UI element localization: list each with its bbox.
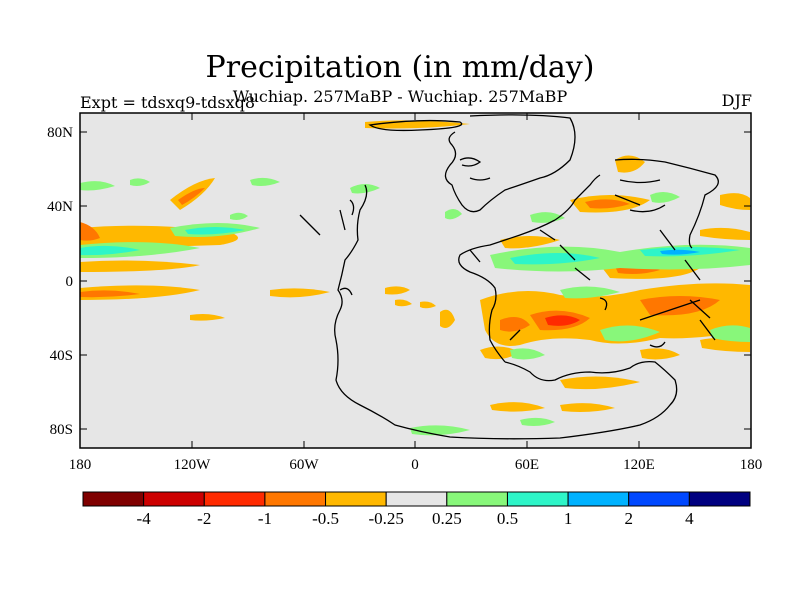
colorbar-label: -0.5 bbox=[312, 509, 339, 528]
x-tick-label: 180 bbox=[740, 457, 763, 473]
x-tick-label: 0 bbox=[411, 457, 419, 473]
chart-title: Precipitation (in mm/day) bbox=[205, 50, 595, 85]
colorbar-label: -1 bbox=[258, 509, 272, 528]
colorbar-swatch bbox=[567, 491, 630, 507]
colorbar-label: 1 bbox=[564, 509, 573, 528]
colorbar-swatch bbox=[203, 491, 266, 507]
colorbar-label: -0.25 bbox=[368, 509, 403, 528]
precip-field bbox=[80, 120, 750, 436]
coastlines bbox=[299, 114, 719, 440]
colorbar-swatch bbox=[82, 491, 145, 507]
y-tick-label: 80N bbox=[47, 125, 73, 141]
colorbar-label: 0.5 bbox=[497, 509, 518, 528]
y-tick-label: 0 bbox=[66, 274, 74, 290]
colorbar-label: -2 bbox=[197, 509, 211, 528]
colorbar-swatch bbox=[264, 491, 327, 507]
colorbar-label: 2 bbox=[624, 509, 633, 528]
colorbar-swatch bbox=[143, 491, 205, 507]
chart-subtitle: Wuchiap. 257MaBP - Wuchiap. 257MaBP bbox=[232, 87, 568, 106]
map-background bbox=[80, 113, 751, 448]
x-tick-label: 60E bbox=[515, 457, 539, 473]
colorbar-swatch bbox=[385, 491, 448, 507]
colorbar-swatch bbox=[688, 491, 751, 507]
colorbar-swatch bbox=[506, 491, 569, 507]
colorbar-swatch bbox=[446, 491, 508, 507]
x-tick-label: 120W bbox=[174, 457, 212, 473]
colorbar: -4 -2 -1 -0.5 -0.25 0.25 0.5 1 2 4 bbox=[82, 491, 751, 528]
colorbar-label: -4 bbox=[137, 509, 152, 528]
colorbar-swatch bbox=[325, 491, 387, 507]
x-tick-label: 120E bbox=[623, 457, 655, 473]
axis-ticks bbox=[79, 113, 752, 448]
x-tick-label: 180 bbox=[69, 457, 92, 473]
colorbar-label: 4 bbox=[685, 509, 694, 528]
y-tick-label: 80S bbox=[50, 422, 73, 438]
x-tick-label: 60W bbox=[289, 457, 319, 473]
colorbar-label: 0.25 bbox=[432, 509, 462, 528]
season-label: DJF bbox=[721, 91, 752, 110]
colorbar-swatch bbox=[628, 491, 690, 507]
y-tick-label: 40S bbox=[50, 348, 73, 364]
y-tick-label: 40N bbox=[47, 199, 73, 215]
experiment-label: Expt = tdsxq9-tdsxq8 bbox=[80, 93, 256, 112]
